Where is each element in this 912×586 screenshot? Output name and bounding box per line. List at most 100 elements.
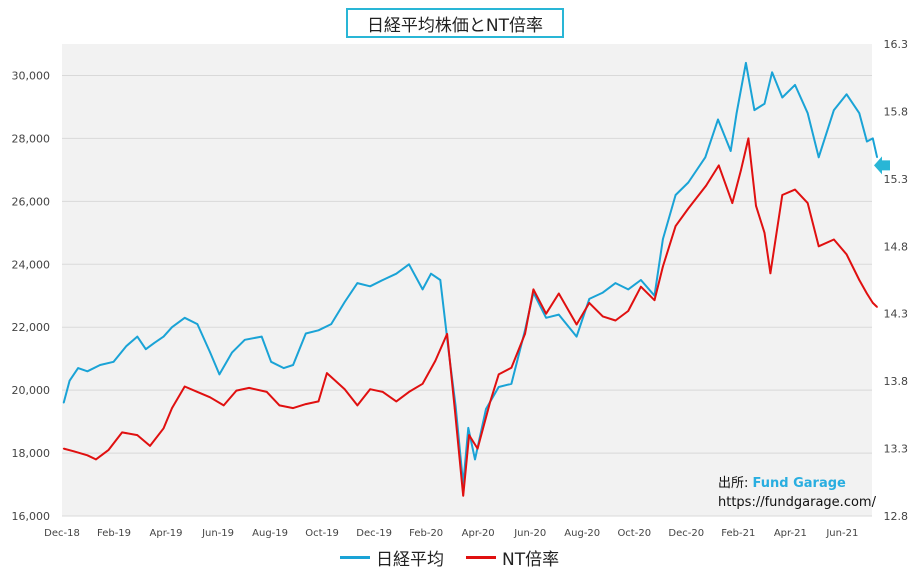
series-lines [62, 61, 879, 497]
data-point [266, 391, 268, 393]
data-point [866, 140, 868, 143]
x-tick-label: Dec-19 [356, 528, 392, 539]
y-left-tick-label: 18,000 [12, 447, 51, 460]
source-line: 出所: Fund Garage [718, 474, 876, 493]
y-right-tick-label: 13.8 [884, 375, 909, 388]
data-point [763, 103, 766, 105]
data-point [231, 351, 233, 354]
data-point [439, 279, 442, 281]
y-left-tick-label: 16,000 [12, 510, 51, 523]
data-point [467, 427, 470, 429]
data-point [872, 302, 874, 304]
data-point [222, 404, 225, 407]
data-point [817, 156, 820, 159]
data-point [153, 342, 156, 344]
data-point [356, 404, 359, 407]
data-point [95, 458, 97, 461]
data-point [343, 301, 346, 303]
data-point [705, 184, 707, 187]
data-point [136, 434, 139, 436]
data-point [674, 225, 677, 227]
data-point [845, 93, 848, 96]
y-right-tick-label: 15.8 [884, 105, 909, 118]
data-point [876, 306, 878, 308]
data-point [858, 112, 861, 114]
data-point [489, 400, 492, 403]
data-point [356, 282, 359, 284]
data-point [136, 335, 139, 338]
source-note: 出所: Fund Garage https://fundgarage.com/ [718, 474, 876, 512]
data-point [872, 137, 874, 140]
legend: 日経平均 NT倍率 [340, 544, 581, 570]
x-tick-label: Feb-19 [97, 528, 131, 539]
data-point [77, 367, 79, 369]
data-point [196, 323, 199, 325]
data-point [769, 272, 772, 275]
data-point [781, 194, 784, 196]
legend-swatch-nt-ratio [466, 555, 496, 559]
x-tick-label: Oct-20 [617, 528, 651, 539]
data-point [485, 408, 487, 410]
data-point [112, 361, 115, 363]
data-point [62, 447, 65, 450]
x-axis-ticks: Dec-18 Feb-19 Apr-19 Jun-19 Aug-19 Oct-19 Dec-… [44, 528, 858, 539]
data-point [235, 389, 238, 392]
series-line-nt-ratio [63, 137, 878, 497]
x-tick-label: Aug-20 [564, 528, 600, 539]
data-point [283, 367, 285, 369]
data-point [421, 383, 424, 385]
data-point [62, 401, 65, 404]
data-point [755, 205, 757, 207]
x-tick-label: Feb-21 [721, 528, 755, 539]
legend-item-nikkei: 日経平均 [340, 545, 444, 570]
data-point [662, 238, 664, 240]
data-point [453, 407, 456, 409]
data-point [162, 427, 165, 430]
data-point [86, 454, 89, 457]
data-point [510, 366, 513, 369]
y-right-tick-label: 13.3 [884, 443, 909, 456]
legend-label-nt-ratio: NT倍率 [502, 549, 560, 570]
y-left-tick-label: 28,000 [12, 132, 51, 145]
y-left-tick-label: 24,000 [12, 258, 51, 271]
data-point [497, 386, 500, 388]
data-point [183, 317, 186, 319]
data-point [434, 360, 437, 362]
data-point [794, 188, 796, 191]
data-point [532, 288, 535, 291]
y-right-tick-label: 15.3 [884, 173, 909, 186]
data-point [474, 458, 476, 461]
data-point [704, 156, 707, 159]
data-point [735, 112, 738, 114]
source-prefix: 出所: [718, 476, 753, 491]
data-point [248, 387, 250, 389]
x-tick-label: Dec-20 [668, 528, 704, 539]
data-point [468, 434, 470, 436]
x-tick-label: Dec-18 [44, 528, 80, 539]
data-point [305, 332, 307, 335]
y-left-tick-label: 20,000 [12, 384, 51, 397]
data-point [845, 253, 848, 256]
data-point [305, 403, 307, 405]
y-left-tick-label: 22,000 [12, 321, 51, 334]
data-point [817, 245, 820, 248]
data-point [510, 383, 513, 385]
data-point [218, 373, 221, 376]
y-left-tick-label: 30,000 [12, 69, 51, 82]
data-point [602, 315, 604, 318]
data-point [369, 388, 371, 391]
data-point [771, 71, 773, 74]
y-right-tick-label: 12.8 [884, 510, 909, 523]
data-point [653, 299, 656, 302]
data-point [558, 292, 560, 295]
chart-title: 日経平均株価とNT倍率 [346, 8, 564, 38]
data-point [462, 495, 465, 497]
data-point [162, 335, 165, 338]
x-tick-label: Apr-20 [462, 528, 495, 539]
data-point [99, 364, 101, 366]
right-axis-ticks: 12.8 13.3 13.8 14.3 14.8 15.3 15.8 16.3 [884, 38, 909, 523]
data-point [674, 194, 677, 196]
data-point [343, 388, 346, 391]
source-url: https://fundgarage.com/ [718, 495, 876, 510]
